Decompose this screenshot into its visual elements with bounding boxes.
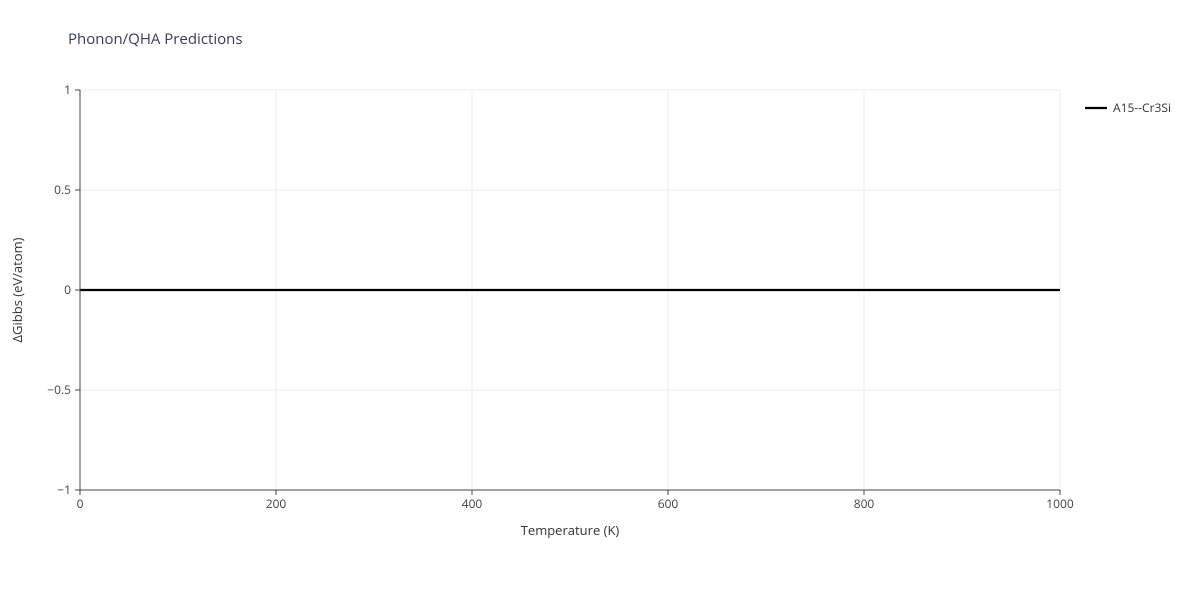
chart-title: Phonon/QHA Predictions — [68, 29, 243, 49]
x-tick-label: 600 — [658, 495, 679, 512]
x-axis-title: Temperature (K) — [521, 521, 620, 539]
x-tick-label: 200 — [266, 495, 287, 512]
y-tick-label: 0.5 — [54, 181, 71, 198]
chart-svg[interactable]: Phonon/QHA Predictions 0 200 400 600 800 1000 −… — [0, 0, 1200, 600]
y-tick-label: 0 — [64, 281, 71, 298]
x-tick-label: 1000 — [1046, 495, 1074, 512]
chart-container: Phonon/QHA Predictions 0 200 400 600 800 1000 −… — [0, 0, 1200, 600]
y-tick-label: −0.5 — [47, 381, 71, 398]
y-axis-title: ΔGibbs (eV/atom) — [8, 237, 26, 342]
y-tick-label: 1 — [64, 81, 71, 98]
y-tick-label: −1 — [57, 481, 71, 498]
x-tick-label: 0 — [77, 495, 84, 512]
x-tick-label: 800 — [854, 495, 875, 512]
x-tick-label: 400 — [462, 495, 483, 512]
legend-label[interactable]: A15--Cr3Si — [1113, 99, 1171, 116]
